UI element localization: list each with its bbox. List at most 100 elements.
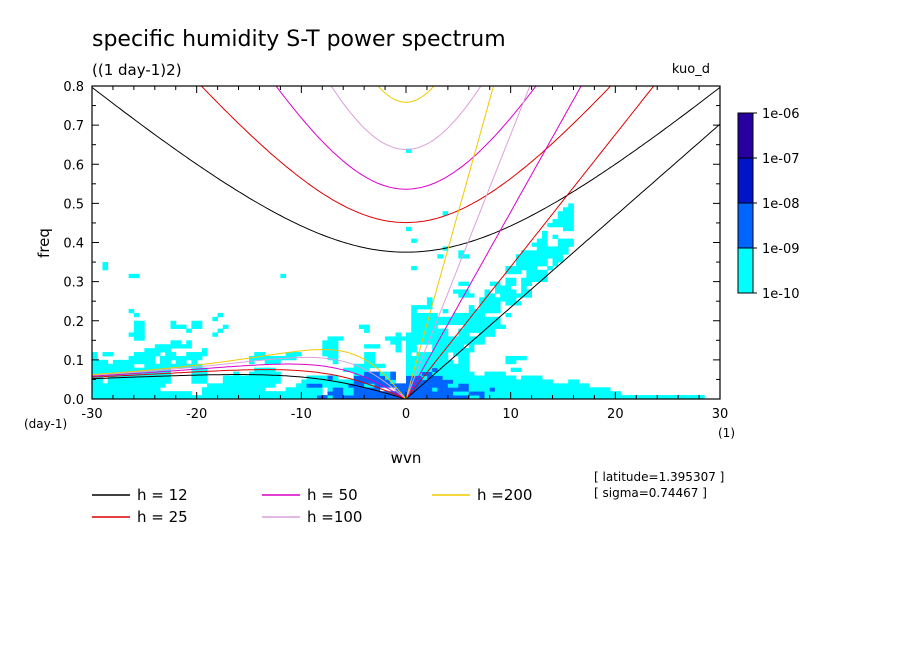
heatmap-cell (112, 367, 119, 373)
heatmap-cell (494, 387, 501, 392)
heatmap-cell (139, 371, 145, 376)
heatmap-cell (474, 395, 480, 399)
heatmap-cell (552, 250, 559, 255)
heatmap-cell (118, 383, 124, 388)
heatmap-cell (578, 387, 585, 392)
heatmap-cell (102, 387, 109, 392)
heatmap-cell (515, 293, 522, 298)
heatmap-cell (92, 379, 98, 384)
kelvin-curve (405, 86, 582, 399)
heatmap-cell (421, 316, 428, 322)
heatmap-cell (139, 379, 145, 384)
heatmap-cell (411, 332, 417, 337)
heatmap-cell (437, 379, 444, 384)
heatmap-cell (510, 379, 517, 384)
inertia-gravity-curve (200, 86, 612, 224)
heatmap-cell (437, 371, 444, 376)
heatmap-cell (160, 355, 166, 361)
heatmap-cell (463, 324, 470, 329)
heatmap-cell (254, 383, 260, 388)
heatmap-cell (400, 387, 407, 392)
heatmap-cell (296, 387, 302, 392)
heatmap-cell (484, 289, 491, 294)
heatmap-cell (442, 340, 449, 345)
heatmap-cell (510, 395, 517, 399)
heatmap-cell (583, 387, 590, 392)
heatmap-cell (610, 395, 616, 399)
heatmap-cell (474, 383, 480, 388)
y-tick-label: 0.1 (63, 354, 84, 369)
heatmap-cell (604, 387, 611, 392)
heatmap-cell (337, 395, 344, 399)
heatmap-cell (139, 336, 145, 341)
heatmap-cell (327, 336, 334, 341)
heatmap-cell (521, 387, 527, 392)
heatmap-cell (437, 383, 444, 388)
heatmap-cell (521, 383, 527, 388)
heatmap-cell (364, 344, 370, 349)
heatmap-cell (369, 395, 375, 399)
heatmap-cell (102, 383, 109, 388)
heatmap-cell (552, 254, 559, 259)
heatmap-cell (233, 379, 239, 384)
heatmap-cell (311, 387, 318, 392)
heatmap-cell (489, 387, 496, 392)
heatmap-cell (463, 391, 470, 396)
heatmap-cell (411, 312, 417, 318)
heatmap-cell (468, 305, 475, 310)
heatmap-cell (437, 320, 444, 326)
heatmap-cell (165, 363, 171, 369)
heatmap-cell (526, 281, 532, 286)
heatmap-cell (505, 269, 512, 275)
heatmap-cell (542, 395, 548, 399)
heatmap-cell (557, 219, 564, 224)
heatmap-cell (133, 395, 140, 399)
heatmap-cell (458, 250, 464, 255)
heatmap-cell (416, 324, 423, 329)
heatmap-cell (411, 379, 417, 384)
heatmap-cell (432, 352, 438, 357)
heatmap-cell (191, 352, 198, 357)
heatmap-cell (364, 367, 370, 373)
heatmap-cell (311, 395, 318, 399)
heatmap-cell (510, 289, 517, 294)
heatmap-cell (426, 324, 433, 329)
heatmap-cell (510, 391, 517, 396)
heatmap-cell (479, 383, 485, 388)
heatmap-cell (92, 352, 98, 357)
heatmap-cell (364, 371, 370, 376)
heatmap-cell (374, 395, 381, 399)
heatmap-cell (432, 320, 438, 326)
heatmap-cell (92, 395, 98, 399)
heatmap-cell (432, 328, 438, 333)
heatmap-cell (358, 387, 365, 392)
heatmap-cell (390, 371, 396, 376)
heatmap-cell (463, 395, 470, 399)
heatmap-cell (139, 395, 145, 399)
colorbar-swatch (737, 157, 754, 204)
heatmap-cell (311, 379, 318, 384)
heatmap-cell (563, 250, 569, 255)
heatmap-cell (421, 336, 428, 341)
heatmap-cell (426, 340, 433, 345)
heatmap-cell (139, 332, 145, 337)
heatmap-cell (489, 375, 496, 380)
heatmap-cell (521, 258, 527, 263)
heatmap-cell (526, 293, 532, 298)
heatmap-cell (479, 336, 485, 341)
heatmap-cell (411, 355, 417, 361)
heatmap-cell (364, 379, 370, 384)
heatmap-cell (416, 316, 423, 322)
heatmap-cell (536, 379, 543, 384)
heatmap-cell (458, 336, 464, 341)
heatmap-cell (489, 371, 496, 376)
heatmap-cell (510, 301, 517, 306)
heatmap-cell (515, 379, 522, 384)
heatmap-cell (479, 320, 485, 326)
heatmap-cell (589, 387, 595, 392)
heatmap-cell (259, 395, 266, 399)
heatmap-cell (526, 391, 532, 396)
heatmap-cell (217, 312, 224, 318)
heatmap-cell (411, 344, 417, 349)
heatmap-cell (337, 383, 344, 388)
